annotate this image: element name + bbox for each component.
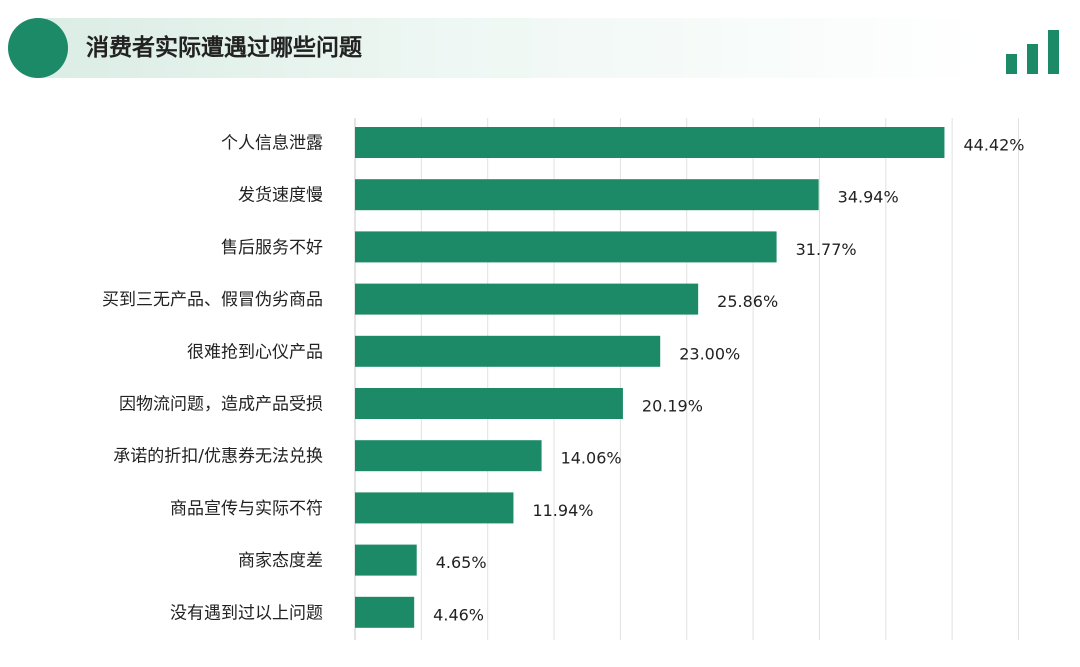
data-label: 25.86% (717, 292, 778, 311)
data-label: 20.19% (642, 397, 703, 416)
bar (355, 283, 699, 315)
page-title: 消费者实际遭遇过哪些问题 (86, 35, 362, 61)
data-label: 44.42% (963, 136, 1024, 155)
data-label: 31.77% (796, 240, 857, 259)
category-label: 没有遇到过以上问题 (170, 603, 323, 623)
category-label: 商家态度差 (238, 551, 323, 571)
category-label: 售后服务不好 (221, 238, 323, 258)
category-label: 很难抢到心仪产品 (187, 342, 323, 362)
bar (355, 492, 514, 524)
category-label: 商品宣传与实际不符 (170, 499, 323, 519)
bar (355, 388, 623, 419)
category-label: 发货速度慢 (238, 185, 323, 206)
category-label: 因物流问题，造成产品受损 (119, 395, 323, 415)
bar (355, 127, 945, 158)
bar (355, 231, 777, 263)
data-label: 14.06% (561, 449, 622, 468)
bar (355, 596, 415, 628)
labels: 个人信息泄露 44.42% 发货速度慢 34.94% 售后服务不好 31.77% 买到三无产… (102, 134, 1024, 625)
data-label: 34.94% (838, 188, 899, 207)
bar (355, 544, 417, 576)
bars (355, 127, 945, 628)
data-label: 4.65% (436, 553, 487, 572)
data-label: 23.00% (679, 344, 740, 363)
bar (355, 335, 661, 367)
bar-chart-icon (1006, 28, 1060, 74)
data-label: 11.94% (532, 501, 593, 520)
category-label: 承诺的折扣/优惠券无法兑换 (113, 447, 323, 467)
bar (355, 440, 542, 472)
header-circle-icon (8, 18, 68, 78)
category-label: 个人信息泄露 (221, 134, 323, 154)
data-label: 4.46% (433, 605, 484, 624)
category-label: 买到三无产品、假冒伪劣商品 (102, 290, 323, 310)
bar (355, 179, 819, 211)
header-band (8, 18, 988, 78)
